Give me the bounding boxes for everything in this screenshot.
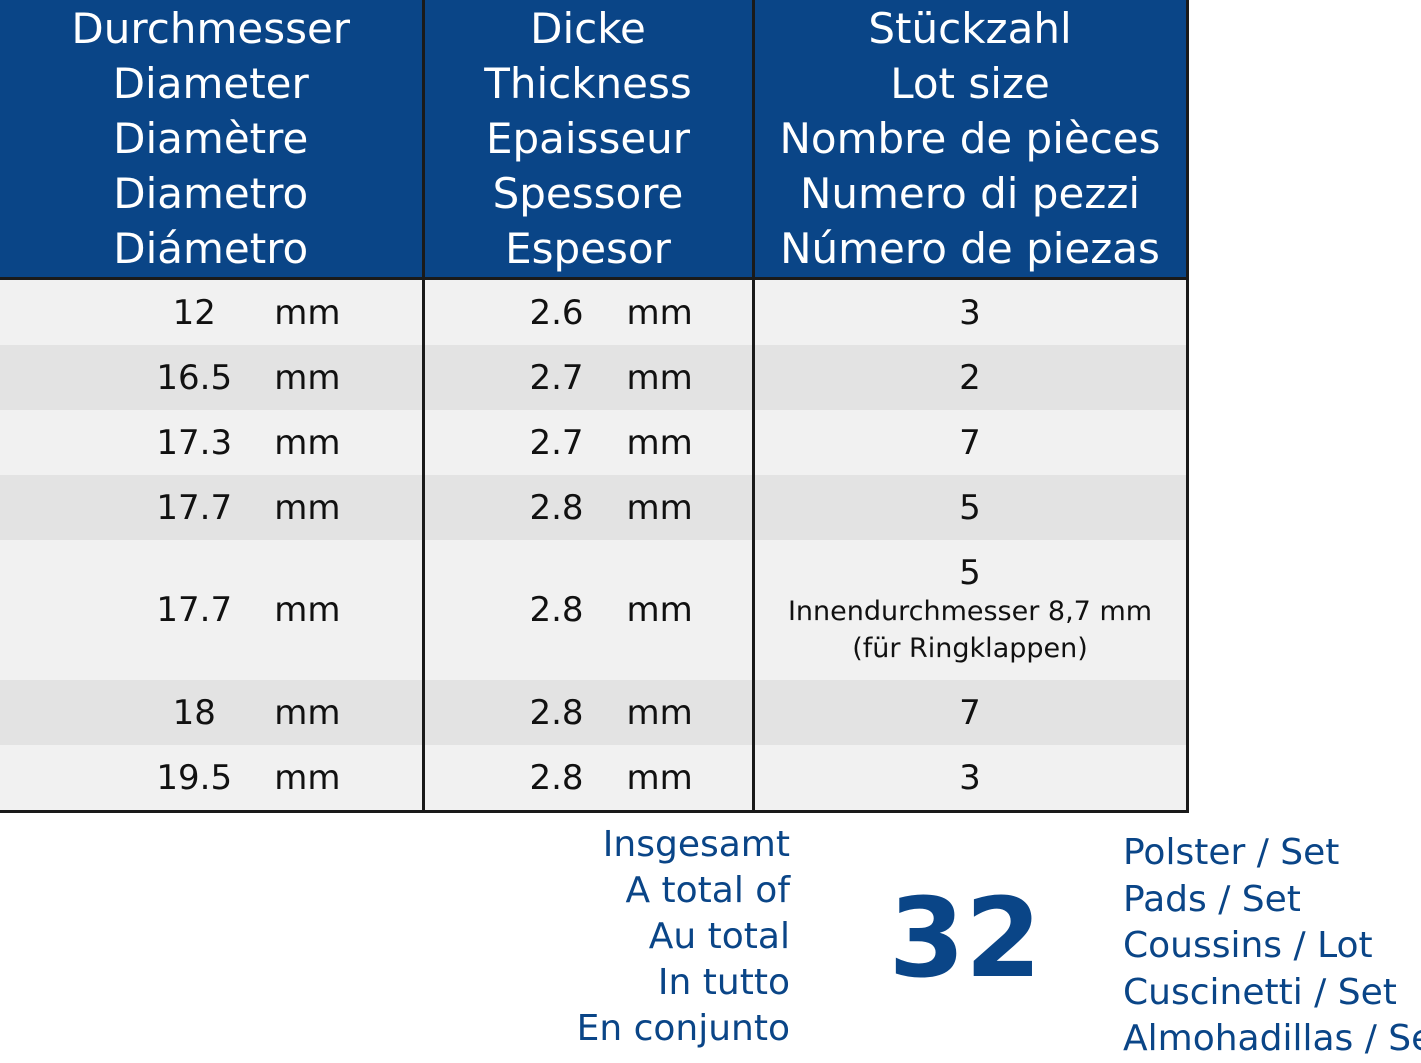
total-units: Polster / Set Pads / Set Coussins / Lot …	[1123, 832, 1421, 1059]
thickness-cell: 2.8 mm	[421, 475, 755, 540]
header-row: Durchmesser Diameter Diamètre Diametro D…	[0, 0, 1189, 280]
thickness-cell: 2.7 mm	[421, 345, 755, 410]
count-cell: 2	[751, 345, 1189, 410]
count-cell: 5 Innendurchmesser 8,7 mm (für Ringklapp…	[751, 540, 1189, 680]
diameter-cell: 12 mm	[0, 278, 425, 345]
count-cell: 3	[751, 278, 1189, 345]
diameter-cell: 17.7 mm	[0, 540, 425, 680]
table-row: 17.7 mm 2.8 mm 5 Innendurchmesser 8,7 mm (…	[0, 540, 1189, 680]
inner-diameter-note: Innendurchmesser 8,7 mm	[787, 596, 1153, 627]
total-labels: Insgesamt A total of Au total In tutto E…	[576, 824, 790, 1049]
table-row: 18 mm 2.8 mm 7	[0, 680, 1189, 745]
diameter-cell: 19.5 mm	[0, 745, 425, 813]
table-row: 17.3 mm 2.7 mm 7	[0, 410, 1189, 475]
diameter-cell: 17.7 mm	[0, 475, 425, 540]
count-cell: 7	[751, 410, 1189, 475]
thickness-cell: 2.8 mm	[421, 540, 755, 680]
thickness-cell: 2.7 mm	[421, 410, 755, 475]
table-row: 12 mm 2.6 mm 3	[0, 278, 1189, 345]
thickness-cell: 2.8 mm	[421, 745, 755, 813]
count-cell: 7	[751, 680, 1189, 745]
count-cell: 5	[751, 475, 1189, 540]
table-row: 17.7 mm 2.8 mm 5	[0, 475, 1189, 540]
diameter-cell: 17.3 mm	[0, 410, 425, 475]
lot-size-header: Stückzahl Lot size Nombre de pièces Nume…	[751, 0, 1189, 280]
table-row: 19.5 mm 2.8 mm 3	[0, 745, 1189, 813]
thickness-header: Dicke Thickness Epaisseur Spessore Espes…	[421, 0, 755, 280]
thickness-cell: 2.6 mm	[421, 278, 755, 345]
ring-flap-note: (für Ringklappen)	[852, 633, 1088, 664]
diameter-cell: 18 mm	[0, 680, 425, 745]
count-cell: 3	[751, 745, 1189, 813]
thickness-cell: 2.8 mm	[421, 680, 755, 745]
pad-size-table: Durchmesser Diameter Diamètre Diametro D…	[0, 0, 1189, 813]
diameter-cell: 16.5 mm	[0, 345, 425, 410]
diameter-header: Durchmesser Diameter Diamètre Diametro D…	[0, 0, 425, 280]
table-row: 16.5 mm 2.7 mm 2	[0, 345, 1189, 410]
total-count: 32	[888, 874, 1042, 1002]
